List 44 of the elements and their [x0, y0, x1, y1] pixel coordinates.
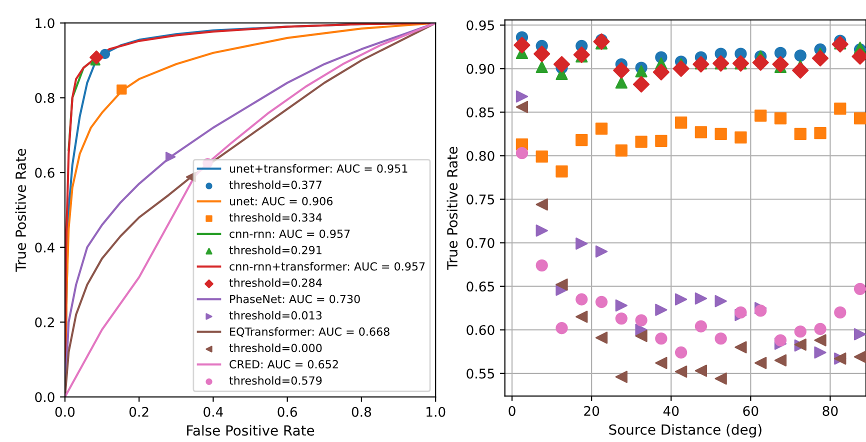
legend-label: CRED: AUC = 0.652 [230, 360, 338, 368]
y-tick-label: 0.70 [466, 238, 494, 248]
legend-label: threshold=0.334 [229, 213, 322, 222]
y-tick-label: 0.95 [466, 20, 494, 30]
x-tick-label: 0.0 [55, 406, 75, 417]
legend-label: unet: AUC = 0.906 [230, 196, 333, 206]
legend-label: threshold=0.000 [229, 344, 322, 352]
x-tick-label: 40 [663, 406, 679, 416]
x-axis-title: Source Distance (deg) [609, 424, 762, 438]
y-axis-title: True Positive Rate [15, 148, 26, 272]
legend-label: PhaseNet: AUC = 0.730 [230, 294, 360, 304]
x-tick-label: 1.0 [426, 406, 446, 417]
legend-label: threshold=0.291 [229, 246, 322, 254]
y-tick-label: 0.90 [466, 64, 494, 74]
legend-label: cnn-rnn: AUC = 0.957 [230, 230, 350, 238]
x-axis-title: False Positive Rate [187, 424, 314, 436]
x-tick-label: 0.4 [204, 406, 223, 417]
y-tick-label: 0.0 [35, 392, 54, 402]
legend-label: threshold=0.579 [229, 376, 322, 385]
y-axis-title: True Positive Rate [446, 146, 458, 270]
x-tick-label: 0.8 [352, 406, 372, 417]
x-tick-label: 0.2 [129, 406, 148, 417]
legend-label: threshold=0.284 [229, 278, 322, 287]
y-tick-label: 0.85 [466, 107, 494, 118]
y-tick-label: 0.55 [466, 368, 494, 379]
legend-label: cnn-rnn+transformer: AUC = 0.957 [230, 262, 425, 271]
y-tick-label: 0.8 [35, 92, 54, 103]
legend-label: threshold=0.377 [229, 180, 322, 190]
y-tick-label: 0.2 [35, 317, 54, 328]
y-tick-label: 0.65 [466, 282, 494, 292]
legend-label: unet+transformer: AUC = 0.951 [230, 164, 408, 173]
x-tick-label: 60 [743, 406, 758, 416]
y-tick-label: 0.4 [35, 242, 54, 253]
y-tick-label: 0.80 [466, 150, 494, 161]
legend-label: threshold=0.013 [229, 310, 322, 320]
x-tick-label: 0 [508, 406, 516, 416]
y-tick-label: 0.6 [35, 168, 54, 178]
y-tick-label: 0.75 [466, 194, 494, 204]
y-tick-label: 1.0 [36, 18, 54, 28]
x-tick-label: 20 [584, 406, 600, 416]
legend-label: EQTransformer: AUC = 0.668 [230, 327, 390, 338]
y-tick-label: 0.60 [466, 325, 494, 336]
x-tick-label: 80 [822, 406, 838, 416]
x-tick-label: 0.6 [278, 406, 297, 417]
